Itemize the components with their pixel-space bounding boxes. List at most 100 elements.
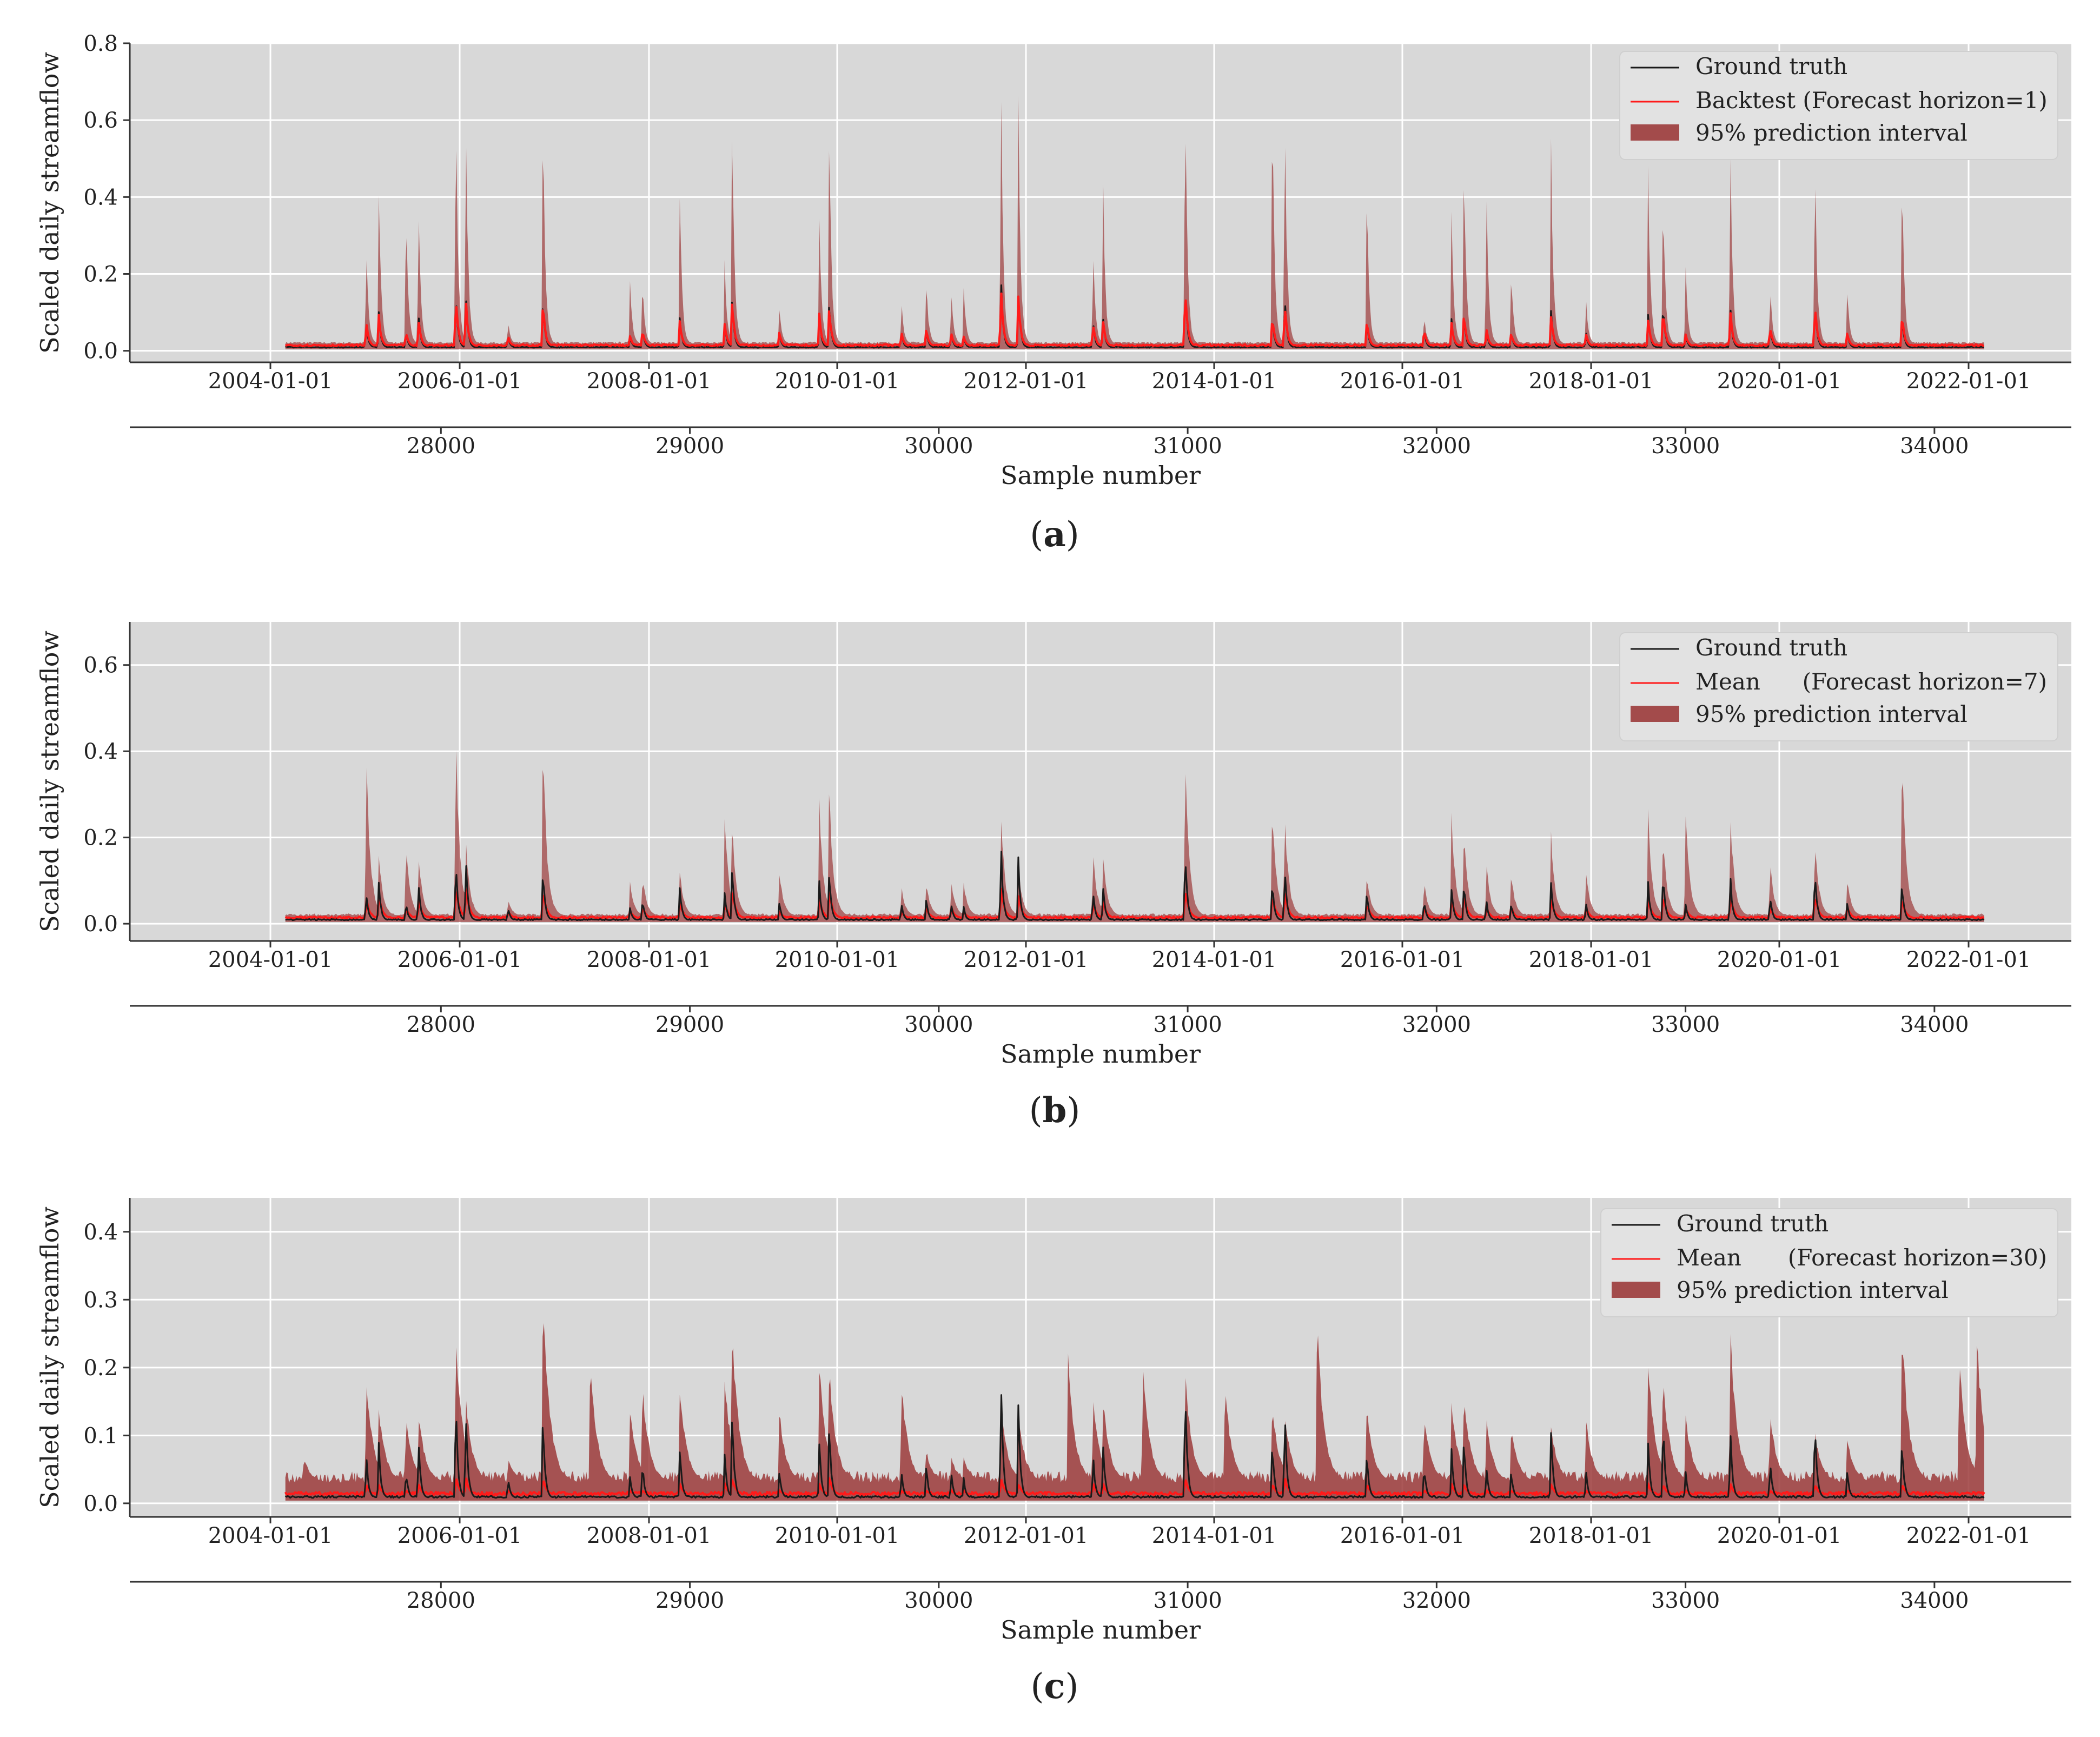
legend-swatch-interval (1631, 706, 1679, 722)
date-tick-label: 2012-01-01 (964, 369, 1089, 394)
sample-tick-label: 29000 (655, 1588, 724, 1613)
date-tick-label: 2010-01-01 (775, 1523, 900, 1548)
date-tick-label: 2018-01-01 (1529, 369, 1654, 394)
legend-label-horizon: (Forecast horizon=7) (1803, 668, 2047, 695)
date-tick-label: 2014-01-01 (1152, 1523, 1277, 1548)
panel-c: 0.0 0.1 0.2 0.3 0.4 Scaled daily streamflow 20… (35, 1198, 2071, 1707)
date-tick-label: 2012-01-01 (964, 947, 1089, 972)
legend-box (1619, 632, 2058, 741)
date-tick-label: 2008-01-01 (587, 1523, 712, 1548)
y-axis-title: Scaled daily streamflow (35, 52, 64, 354)
legend-label-interval: 95% prediction interval (1677, 1277, 1949, 1303)
sample-tick-label: 31000 (1153, 1012, 1222, 1037)
legend-label-horizon: (Forecast horizon=30) (1788, 1244, 2047, 1271)
sample-tick-label: 30000 (904, 1012, 973, 1037)
date-tick-label: 2004-01-01 (208, 369, 333, 394)
sample-tick-label: 34000 (1900, 1588, 1969, 1613)
date-tick-label: 2010-01-01 (775, 947, 900, 972)
y-tick-label: 0.4 (83, 1220, 118, 1245)
legend-label-interval: 95% prediction interval (1695, 701, 1967, 727)
date-tick-label: 2004-01-01 (208, 1523, 333, 1548)
x-axis-title: Sample number (1001, 1039, 1201, 1069)
date-tick-label: 2006-01-01 (398, 1523, 522, 1548)
date-tick-label: 2020-01-01 (1717, 369, 1842, 394)
caption-letter: a (1043, 514, 1065, 555)
date-tick-label: 2006-01-01 (398, 947, 522, 972)
y-tick-label: 0.0 (83, 912, 118, 937)
legend-box (1619, 51, 2058, 160)
legend: Ground truth Backtest (Forecast horizon=1… (1619, 51, 2058, 160)
mean-line (284, 1477, 1985, 1496)
caption-paren-open: ( (1031, 1667, 1044, 1707)
sample-tick-label: 28000 (407, 434, 475, 459)
date-tick-label: 2018-01-01 (1529, 947, 1654, 972)
panel-caption: (c) (1031, 1666, 1079, 1707)
legend-swatch-interval (1631, 124, 1679, 141)
x-axis-title: Sample number (1001, 1615, 1201, 1645)
y-tick-label: 0.2 (83, 826, 118, 851)
sample-tick-label: 29000 (655, 434, 724, 459)
date-tick-label: 2016-01-01 (1340, 369, 1465, 394)
date-tick-label: 2022-01-01 (1906, 369, 2031, 394)
mean-line (284, 887, 1985, 920)
date-tick-label: 2020-01-01 (1717, 947, 1842, 972)
date-tick-label: 2004-01-01 (208, 947, 333, 972)
caption-paren-close: ) (1066, 515, 1079, 555)
y-tick-label: 0.8 (83, 31, 118, 56)
panel-caption: (a) (1030, 514, 1079, 555)
sample-tick-label: 34000 (1900, 434, 1969, 459)
date-tick-label: 2008-01-01 (587, 369, 712, 394)
ground-truth-line (285, 851, 1985, 921)
caption-paren-open: ( (1029, 1091, 1043, 1131)
legend-swatch-interval (1612, 1282, 1660, 1298)
sample-tick-label: 33000 (1651, 434, 1720, 459)
sample-tick-label: 32000 (1402, 1588, 1471, 1613)
sample-tick-label: 32000 (1402, 434, 1471, 459)
date-tick-label: 2016-01-01 (1340, 947, 1465, 972)
sample-tick-label: 28000 (407, 1588, 475, 1613)
panel-b: 0.0 0.2 0.4 0.6 Scaled daily streamflow 2004-… (35, 622, 2071, 1131)
y-axis-title: Scaled daily streamflow (35, 631, 64, 932)
caption-paren-close: ) (1065, 1667, 1078, 1707)
legend-box (1600, 1208, 2058, 1317)
legend-label-mean: Mean (1695, 668, 1760, 695)
sample-tick-label: 29000 (655, 1012, 724, 1037)
y-tick-label: 0.4 (83, 739, 118, 764)
y-tick-label: 0.6 (83, 653, 118, 678)
ground-truth-line (284, 1394, 1985, 1499)
sample-tick-label: 33000 (1651, 1012, 1720, 1037)
date-tick-label: 2016-01-01 (1340, 1523, 1465, 1548)
y-tick-label: 0.1 (83, 1423, 118, 1448)
panel-a: 0.0 0.2 0.4 0.6 0.8 Scaled daily streamflow 20… (35, 31, 2071, 555)
date-tick-label: 2006-01-01 (398, 369, 522, 394)
legend: Ground truth Mean (Forecast horizon=30) 95%… (1600, 1208, 2058, 1317)
y-tick-label: 0.6 (83, 108, 118, 133)
legend-label-mean: Mean (1677, 1244, 1741, 1271)
legend-label-ground-truth: Ground truth (1695, 53, 1847, 79)
y-tick-label: 0.0 (83, 1491, 118, 1516)
date-tick-label: 2008-01-01 (587, 947, 712, 972)
y-tick-label: 0.4 (83, 185, 118, 210)
mean-line (284, 292, 1985, 348)
legend-label-ground-truth: Ground truth (1677, 1210, 1829, 1237)
sample-tick-label: 28000 (407, 1012, 475, 1037)
date-tick-label: 2010-01-01 (775, 369, 900, 394)
caption-paren-close: ) (1066, 1091, 1080, 1131)
x-axis-title: Sample number (1001, 461, 1201, 490)
sample-tick-label: 33000 (1651, 1588, 1720, 1613)
sample-tick-label: 31000 (1153, 1588, 1222, 1613)
legend: Ground truth Mean (Forecast horizon=7) 95% … (1619, 632, 2058, 741)
sample-tick-label: 34000 (1900, 1012, 1969, 1037)
date-tick-label: 2022-01-01 (1906, 947, 2031, 972)
date-tick-label: 2012-01-01 (964, 1523, 1089, 1548)
legend-label-interval: 95% prediction interval (1695, 120, 1967, 146)
panel-caption: (b) (1029, 1090, 1081, 1131)
caption-paren-open: ( (1030, 515, 1043, 555)
date-tick-label: 2014-01-01 (1152, 947, 1277, 972)
y-tick-label: 0.2 (83, 1356, 118, 1381)
y-tick-label: 0.3 (83, 1288, 118, 1312)
legend-label-ground-truth: Ground truth (1695, 634, 1847, 661)
legend-label-mean: Backtest (Forecast horizon=1) (1695, 87, 2048, 114)
date-tick-label: 2018-01-01 (1529, 1523, 1654, 1548)
